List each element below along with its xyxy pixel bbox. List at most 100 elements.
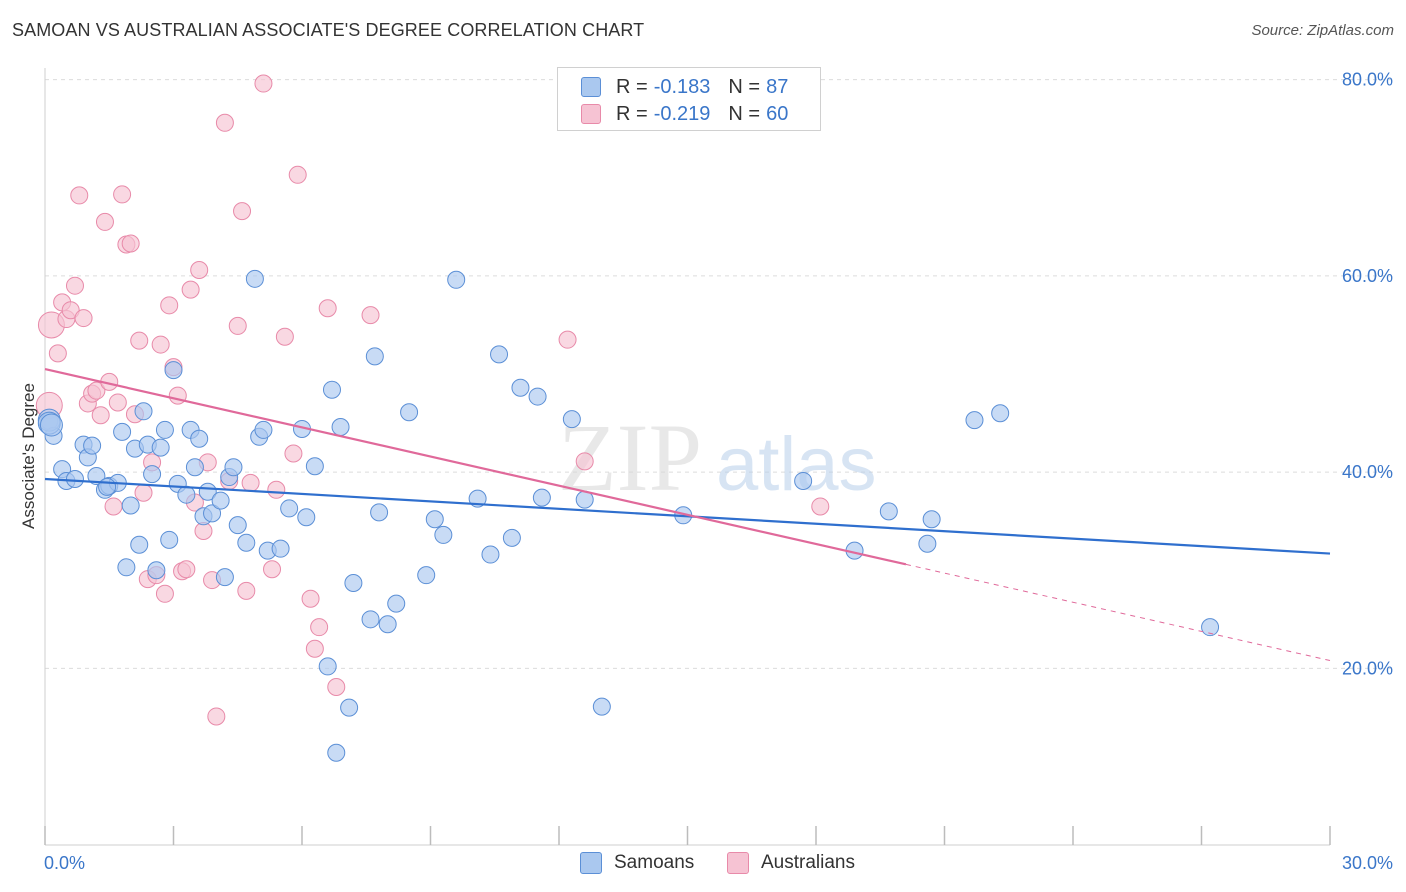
y-tick-label-20: 20.0%	[1342, 658, 1393, 678]
watermark-atlas: atlas	[716, 422, 877, 507]
samoans-point	[387, 594, 406, 613]
australians-point	[237, 581, 256, 600]
australians-trend-line	[44, 368, 907, 566]
samoans-point	[215, 568, 234, 587]
samoans-point	[922, 510, 941, 529]
samoans-point	[134, 402, 153, 421]
samoans-point	[327, 743, 346, 762]
samoans-point	[318, 657, 337, 676]
samoans-trend-line	[44, 477, 1331, 555]
australians-point	[284, 444, 303, 463]
australians-point	[233, 202, 252, 221]
samoans-point	[130, 535, 149, 554]
gridlines	[45, 79, 1392, 669]
samoans-point	[160, 530, 179, 549]
samoans-point	[83, 436, 102, 455]
australians-point	[134, 483, 153, 502]
samoans-point	[87, 467, 106, 486]
australians-point	[215, 113, 234, 132]
samoans-point	[190, 429, 209, 448]
bottom-legend-samoans[interactable]: Samoans	[580, 852, 694, 874]
samoans-point	[528, 387, 547, 406]
australians-point	[305, 639, 324, 658]
australians-point	[228, 316, 247, 335]
australians-point	[130, 331, 149, 350]
australians-point	[74, 309, 93, 328]
samoans-point	[147, 561, 166, 580]
australians-point	[267, 480, 286, 499]
australians-point	[113, 185, 132, 204]
samoans-point	[378, 615, 397, 634]
legend-swatch-australians	[581, 104, 601, 124]
samoans-point	[361, 610, 380, 629]
australians-point	[301, 589, 320, 608]
chart-title: SAMOAN VS AUSTRALIAN ASSOCIATE'S DEGREE …	[12, 20, 645, 40]
samoans-point	[991, 404, 1010, 423]
australians-point	[108, 393, 127, 412]
australians-point	[361, 306, 380, 325]
australians-point	[65, 276, 84, 295]
australians-point	[151, 335, 170, 354]
australians-point	[241, 473, 260, 492]
tick-labels: 20.0% 40.0% 60.0% 80.0% 0.0% 30.0%	[44, 70, 1393, 873]
samoans-point	[237, 533, 256, 552]
australians-point	[263, 560, 282, 579]
legend-n-value-australians: 60	[766, 102, 789, 125]
australians-point	[207, 707, 226, 726]
samoans-point	[164, 361, 183, 380]
y-tick-label-80: 80.0%	[1342, 70, 1393, 90]
samoans-point	[185, 458, 204, 477]
bottom-legend-australians[interactable]: Australians	[727, 852, 855, 874]
australians-point	[275, 327, 294, 346]
samoans-point	[224, 458, 243, 477]
samoans-point	[228, 516, 247, 535]
legend-r-value-australians: -0.219	[653, 102, 711, 125]
samoans-point	[400, 403, 419, 422]
samoans-point	[592, 697, 611, 716]
axes	[44, 68, 1331, 846]
australians-point	[190, 260, 209, 279]
trend-lines	[44, 368, 1331, 662]
source-label: Source: ZipAtlas.com	[1251, 22, 1394, 39]
samoans-point	[155, 420, 174, 439]
samoans-point	[794, 471, 813, 490]
legend-r-value-samoans: -0.183	[653, 75, 711, 98]
samoans-point	[245, 269, 264, 288]
samoans-point	[490, 345, 509, 364]
australians-point	[177, 560, 196, 579]
australians-point	[254, 74, 273, 93]
legend-r-label: R =	[616, 102, 648, 125]
samoans-point	[434, 525, 453, 544]
australians-points	[35, 74, 830, 726]
legend-r-label: R =	[616, 75, 648, 98]
watermark: ZIP atlas	[558, 404, 877, 511]
australians-point	[95, 212, 114, 231]
samoans-point	[121, 496, 140, 515]
samoans-point	[918, 534, 937, 553]
australians-point	[70, 186, 89, 205]
samoans-point	[271, 539, 290, 558]
samoans-point	[344, 574, 363, 593]
y-tick-label-40: 40.0%	[1342, 462, 1393, 482]
legend-row-australians: R = -0.219 N = 60	[581, 101, 789, 127]
samoans-point	[65, 469, 84, 488]
samoans-point	[39, 413, 63, 437]
samoans-point	[425, 510, 444, 529]
samoans-point	[305, 457, 324, 476]
australians-point	[558, 330, 577, 349]
bottom-legend-label-samoans: Samoans	[614, 852, 695, 873]
samoans-point	[481, 545, 500, 564]
samoans-point	[211, 491, 230, 510]
samoans-point	[511, 378, 530, 397]
australians-point	[811, 497, 830, 516]
samoans-point	[447, 270, 466, 289]
australians-point	[575, 452, 594, 471]
samoans-point	[113, 422, 132, 441]
samoans-point	[340, 698, 359, 717]
australians-point	[104, 497, 123, 516]
samoans-point	[417, 566, 436, 585]
x-tick-label-min: 0.0%	[44, 853, 85, 873]
australians-point	[155, 584, 174, 603]
australians-point	[288, 165, 307, 184]
